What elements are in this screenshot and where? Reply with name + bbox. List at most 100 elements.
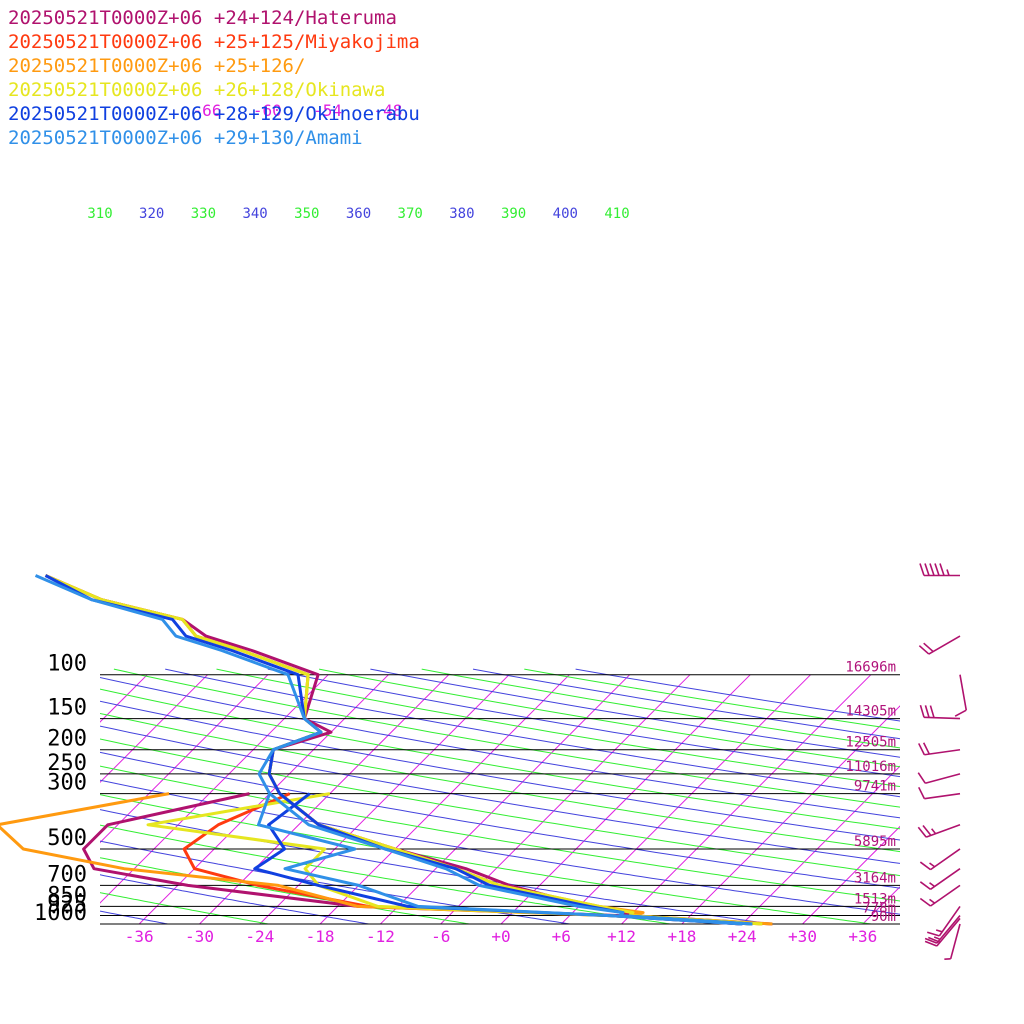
pressure-label-250: 250 [47,751,87,776]
barb-half-feather [935,929,943,933]
theta-label: 390 [501,206,526,222]
temperature-tick: +0 [491,927,510,946]
barb-feather [924,705,930,718]
height-label: 90m [871,909,896,925]
temperature-tick: +18 [667,927,696,946]
wind-barbs [917,563,968,960]
barb-staff [924,748,961,756]
wind-barb [924,915,961,944]
barb-staff [938,905,961,937]
pressure-label-200: 200 [47,727,87,752]
legend-entry-0: 20250521T0000Z+06 +24+124/Hateruma [8,7,397,29]
dewpoint-line-4 [253,792,743,926]
isobars [100,674,900,925]
adiabat-line [100,738,900,877]
adiabat-line [113,668,900,808]
barb-feather [939,563,945,576]
barb-half-feather [929,862,936,868]
barb-feather [923,642,934,653]
wind-barb [919,563,960,577]
temperature-tick: -6 [431,927,450,946]
barb-feather [934,563,940,576]
temperature-tick: +12 [607,927,636,946]
barb-feather [929,705,935,718]
barb-staff [928,635,961,655]
legend-entry-1: 20250521T0000Z+06 +25+125/Miyakojima [8,31,420,53]
barb-staff [930,868,961,890]
barb-feather [928,936,941,943]
temperature-line-5 [34,574,753,926]
wind-barb [918,786,961,800]
barb-half-feather [946,569,950,576]
pressure-label-925: 925 [47,893,87,918]
theta-label: 320 [139,206,164,222]
theta-label: 340 [242,206,267,222]
isotherm-line [560,674,811,924]
isotherm-line [0,675,27,924]
barb-feather [918,645,930,655]
barb-staff [936,917,961,947]
isotherm-label: -54 [313,101,342,120]
barb-half-feather [933,936,941,941]
temperature-tick: -30 [185,927,214,946]
wind-barb [918,635,961,655]
isotherm-line [380,674,631,924]
isotherm-label: -60 [253,101,282,120]
barb-feather [919,897,931,907]
adiabat-line [100,676,900,819]
height-label: 14305m [845,704,896,720]
barb-half-feather [929,898,936,904]
barb-feather [924,937,938,944]
barb-staff [930,884,961,907]
barb-staff [923,716,961,720]
wind-barb [919,868,961,890]
adiabat-line [100,725,900,864]
wind-barb [954,674,968,717]
barb-feather [919,704,925,718]
barb-feather [922,742,931,755]
legend-entry-2: 20250521T0000Z+06 +25+126/ [8,55,305,77]
temperature-tick: +24 [728,927,757,946]
barb-feather [917,826,927,838]
barb-staff [959,674,968,711]
theta-label: 400 [553,206,578,222]
adiabat-line [267,668,900,778]
wind-barb [917,824,961,838]
isotherm-line [319,674,570,924]
barb-feather [919,881,931,890]
barb-staff [925,824,961,838]
barb-feather [924,940,938,947]
barb-staff [924,792,961,800]
barb-feather [924,563,930,576]
pressure-label-1000: 1000 [34,901,87,926]
wind-barb [919,704,961,720]
isotherm-label: -66 [193,101,222,120]
legend-entry-3: 20250521T0000Z+06 +26+128/Okinawa [8,79,386,101]
theta-label: 330 [191,206,216,222]
barb-feather [919,861,931,871]
pressure-label-100: 100 [47,652,87,677]
theta-label: 410 [604,206,629,222]
height-label: 12505m [845,735,896,751]
temperature-tick: -36 [125,927,154,946]
pressure-label-850: 850 [47,883,87,908]
barb-feather [918,786,926,800]
barb-half-feather [929,882,936,888]
isotherm-label: -48 [373,101,402,120]
theta-label: 380 [449,206,474,222]
height-label: 5895m [854,834,896,850]
theta-label: 350 [294,206,319,222]
theta-label: 360 [346,206,371,222]
isotherm-line [621,674,872,924]
adiabat-line [100,765,900,902]
height-label: 3164m [854,870,896,886]
barb-feather [929,563,935,576]
barb-feather [917,772,926,784]
dewpoint-line-5 [257,793,743,926]
pressure-label-700: 700 [47,862,87,887]
temperature-tick: +30 [788,927,817,946]
pressure-label-300: 300 [47,771,87,796]
adiabat-line [100,688,900,830]
